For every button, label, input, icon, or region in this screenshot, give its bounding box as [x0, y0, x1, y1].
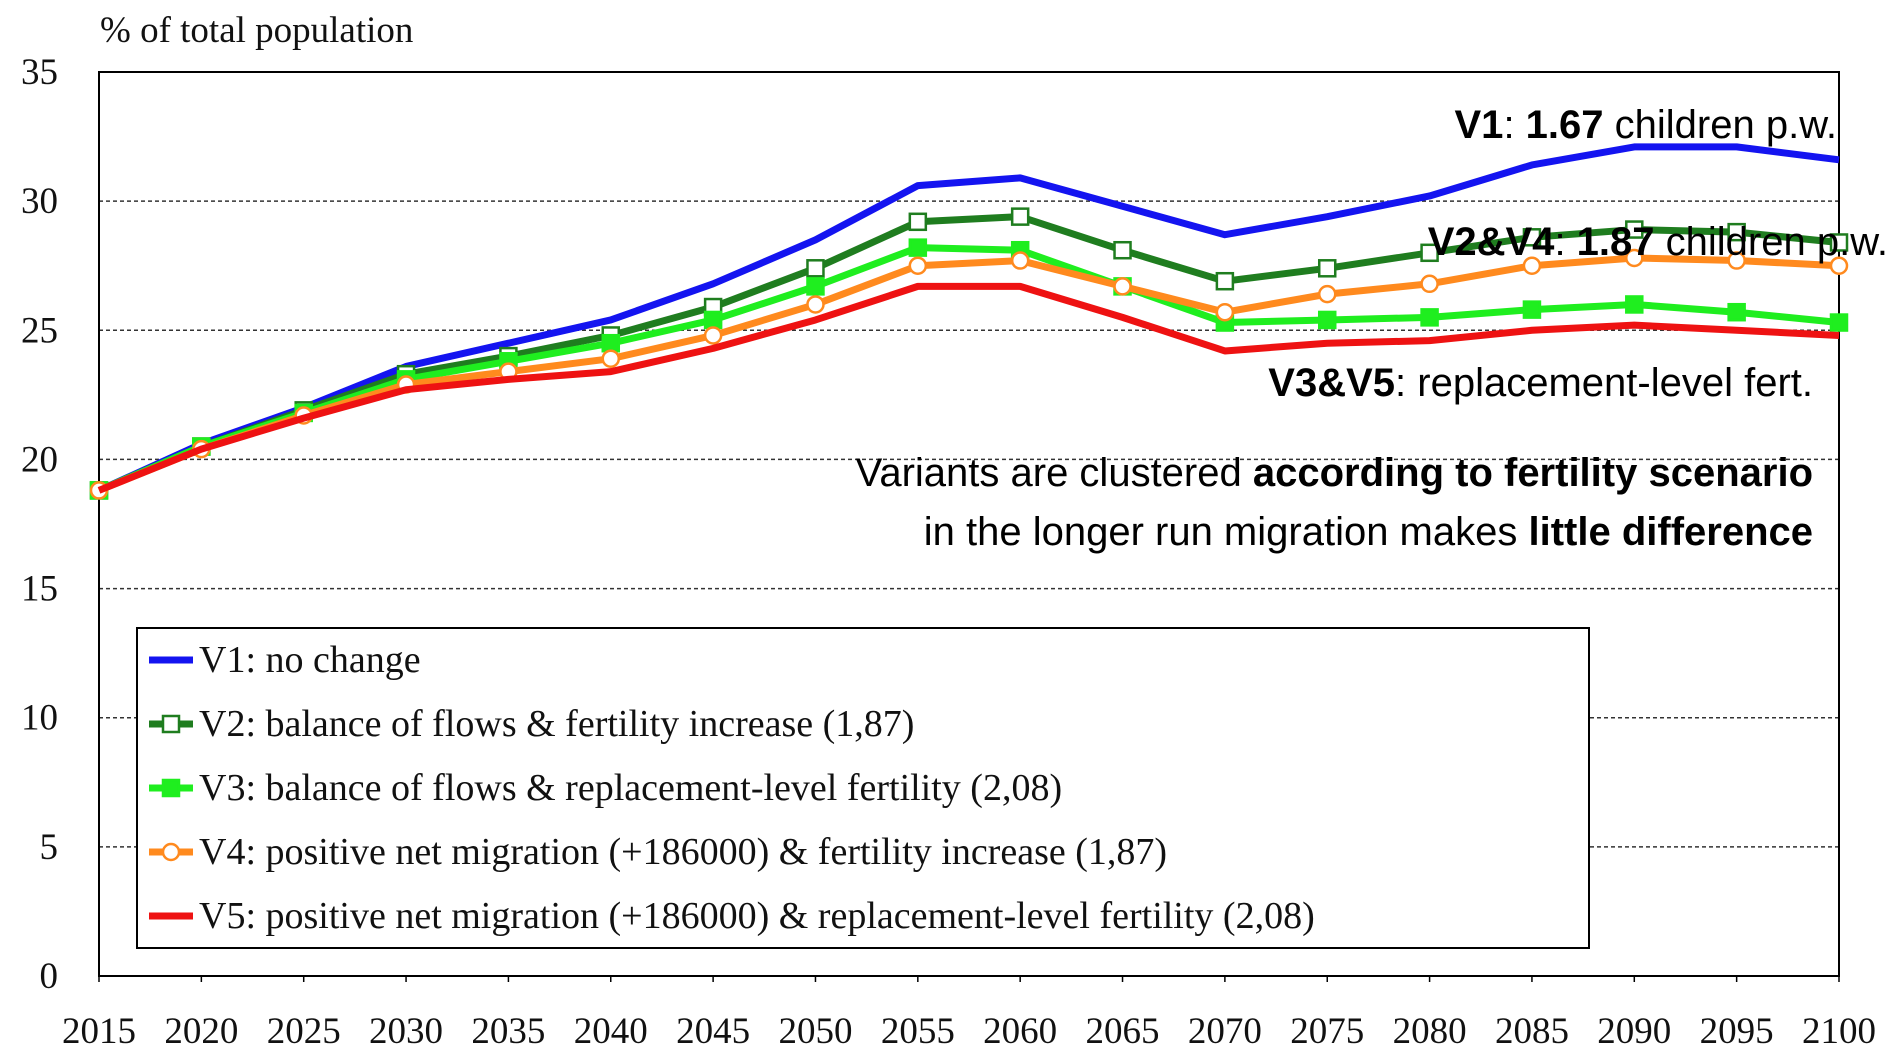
- x-tick-label: 2035: [471, 1011, 545, 1050]
- x-tick-label: 2070: [1188, 1011, 1262, 1050]
- x-tick-label: 2040: [574, 1011, 648, 1050]
- x-tick-label: 2030: [369, 1011, 443, 1050]
- annotation: V3&V5: replacement-level fert.: [1268, 361, 1813, 405]
- series-line: [97, 254, 1840, 494]
- annotation-part: in the longer run migration makes: [924, 510, 1529, 554]
- marker: [1215, 302, 1235, 322]
- y-tick-label: 5: [40, 827, 59, 868]
- marker: [1317, 259, 1337, 278]
- annotation: in the longer run migration makes little…: [924, 510, 1813, 554]
- annotation: Variants are clustered according to fert…: [856, 451, 1813, 495]
- marker: [1420, 274, 1439, 294]
- x-tick-label: 2090: [1597, 1011, 1671, 1050]
- x-tick-label: 2095: [1700, 1011, 1774, 1050]
- marker: [601, 349, 621, 368]
- legend-label: V5: positive net migration (+186000) & r…: [199, 895, 1315, 937]
- marker: [1727, 302, 1746, 322]
- annotation-part: 1.67: [1526, 103, 1604, 147]
- legend-label: V4: positive net migration (+186000) & f…: [199, 831, 1167, 873]
- y-tick-label: 20: [21, 439, 58, 480]
- marker: [1420, 243, 1439, 263]
- marker: [601, 333, 621, 353]
- legend-box: [136, 627, 1590, 949]
- marker: [161, 842, 181, 862]
- marker: [161, 778, 181, 798]
- y-tick-label: 30: [21, 181, 58, 222]
- annotation-part: :: [1503, 103, 1525, 147]
- marker: [1625, 220, 1644, 239]
- x-tick-label: 2075: [1290, 1011, 1364, 1050]
- marker: [1010, 207, 1030, 226]
- marker: [1727, 251, 1746, 270]
- marker: [1420, 308, 1439, 327]
- marker: [1829, 313, 1849, 332]
- x-tick-label: 2015: [62, 1011, 136, 1050]
- x-tick-label: 2080: [1393, 1011, 1467, 1050]
- marker: [806, 295, 825, 314]
- marker: [1829, 233, 1849, 252]
- marker: [1113, 277, 1132, 296]
- x-tick-label: 2055: [881, 1011, 955, 1050]
- marker: [1829, 256, 1849, 275]
- marker: [161, 714, 181, 734]
- legend-label: V3: balance of flows & replacement-level…: [199, 767, 1062, 809]
- x-tick-label: 2085: [1495, 1011, 1569, 1050]
- annotation-part: Variants are clustered: [856, 451, 1253, 495]
- legend-label: V2: balance of flows & fertility increas…: [199, 703, 914, 745]
- series-line: [97, 143, 1840, 494]
- marker: [1625, 295, 1644, 314]
- x-tick-label: 2100: [1802, 1011, 1876, 1050]
- marker: [1010, 251, 1030, 270]
- marker: [1727, 222, 1746, 242]
- y-axis-label: % of total population: [100, 10, 413, 51]
- marker: [1522, 300, 1542, 319]
- y-tick-label: 25: [21, 310, 58, 351]
- marker: [703, 310, 723, 330]
- x-tick-label: 2020: [164, 1011, 238, 1050]
- y-tick-label: 15: [21, 569, 58, 610]
- marker: [1625, 248, 1644, 268]
- annotation-part: 1.87: [1577, 220, 1655, 264]
- x-tick-label: 2025: [267, 1011, 341, 1050]
- annotation: V2&V4: 1.87 children p.w.: [1428, 220, 1888, 264]
- marker: [908, 238, 928, 257]
- annotation-part: little difference: [1528, 510, 1813, 554]
- annotation-part: :: [1554, 220, 1576, 264]
- legend-label: V1: no change: [199, 639, 421, 681]
- marker: [908, 256, 928, 275]
- plot-frame: [98, 71, 1840, 977]
- annotation-part: V1: [1455, 103, 1504, 147]
- y-tick-label: 0: [40, 956, 59, 997]
- annotation-part: V3&V5: [1268, 361, 1395, 405]
- y-tick-label: 35: [21, 52, 58, 93]
- marker: [806, 259, 825, 278]
- annotation-part: children p.w.: [1604, 103, 1837, 147]
- annotation-part: V2&V4: [1428, 220, 1555, 264]
- annotation-part: : replacement-level fert.: [1395, 361, 1813, 405]
- y-tick-label: 10: [21, 698, 58, 739]
- x-tick-label: 2060: [983, 1011, 1057, 1050]
- x-tick-label: 2050: [778, 1011, 852, 1050]
- marker: [1522, 256, 1542, 275]
- marker: [806, 277, 825, 296]
- series-line: [97, 213, 1840, 494]
- marker: [703, 326, 723, 345]
- x-tick-label: 2045: [676, 1011, 750, 1050]
- marker: [1113, 240, 1132, 260]
- x-tick-label: 2065: [1086, 1011, 1160, 1050]
- marker: [1317, 310, 1337, 330]
- series-line: [97, 282, 1840, 494]
- marker: [1317, 284, 1337, 304]
- annotation-part: according to fertility scenario: [1253, 451, 1813, 495]
- annotation-part: children p.w.: [1655, 220, 1888, 264]
- annotation: V1: 1.67 children p.w.: [1455, 103, 1838, 147]
- marker: [1522, 228, 1542, 247]
- marker: [908, 212, 928, 232]
- series-line: [97, 244, 1840, 494]
- marker: [1215, 271, 1235, 291]
